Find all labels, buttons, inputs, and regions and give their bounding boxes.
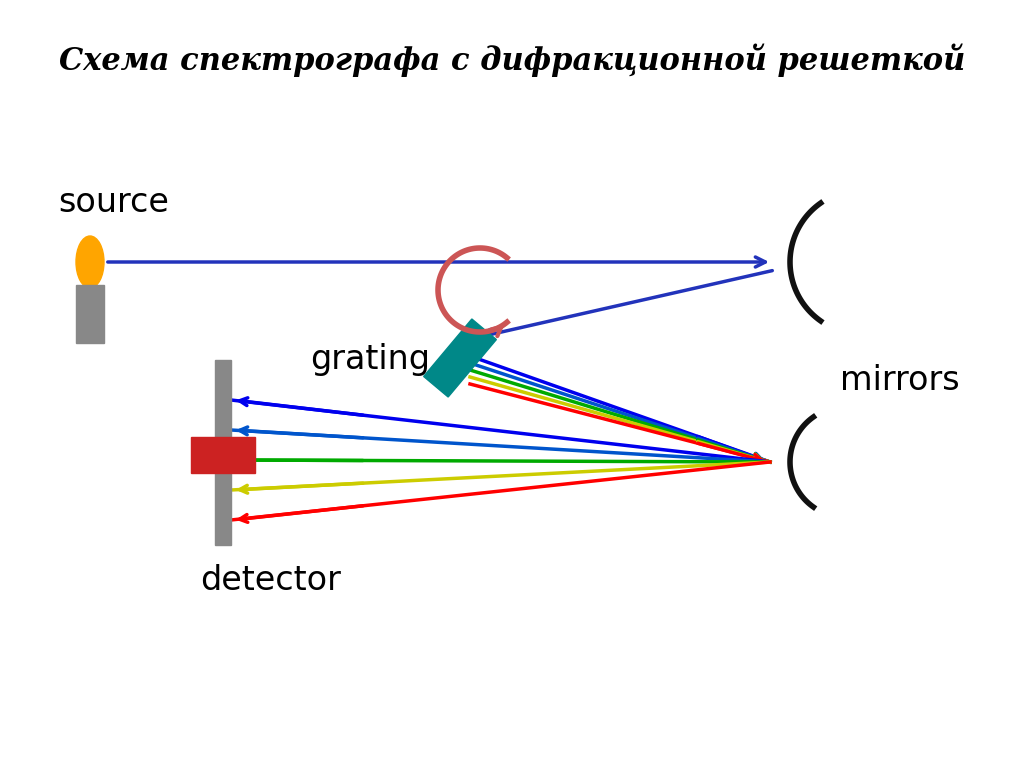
Bar xyxy=(76,285,104,343)
Text: source: source xyxy=(58,186,169,219)
Text: grating: grating xyxy=(310,343,430,376)
Bar xyxy=(191,437,255,473)
FancyBboxPatch shape xyxy=(424,319,497,397)
Bar xyxy=(215,360,231,545)
Ellipse shape xyxy=(76,236,104,288)
Text: detector: detector xyxy=(200,564,341,597)
Text: Схема спектрографа с дифракционной решеткой: Схема спектрографа с дифракционной решет… xyxy=(58,43,966,77)
Text: mirrors: mirrors xyxy=(840,363,959,396)
